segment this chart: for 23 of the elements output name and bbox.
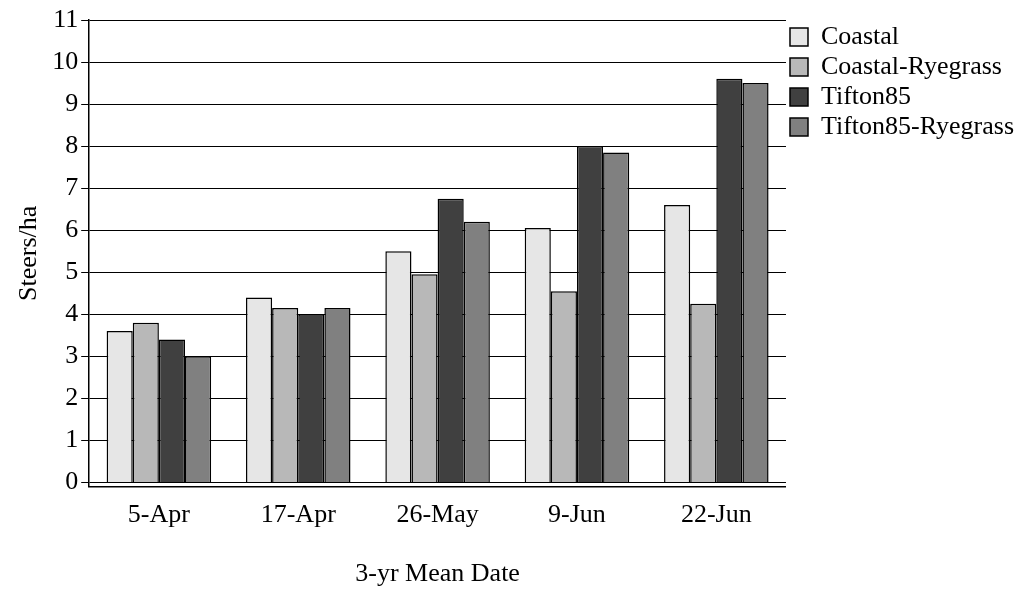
- y-tick-label: 11: [53, 3, 79, 33]
- x-tick-label: 26-May: [396, 499, 479, 529]
- y-tick-label: 1: [65, 424, 79, 454]
- y-axis-title: Steers/ha: [13, 205, 43, 301]
- x-tick-label: 22-Jun: [680, 499, 752, 529]
- y-tick-label: 9: [65, 87, 79, 117]
- x-tick-label: 9-Jun: [548, 499, 606, 529]
- legend-label: Coastal-Ryegrass: [820, 50, 1002, 80]
- y-tick-label: 7: [65, 171, 79, 201]
- x-axis-title: 3-yr Mean Date: [355, 558, 520, 588]
- x-tick-label: 17-Apr: [260, 499, 337, 529]
- y-tick-label: 4: [65, 298, 79, 328]
- y-tick-label: 3: [65, 340, 79, 370]
- y-tick-label: 10: [52, 45, 79, 75]
- legend-label: Tifton85-Ryegrass: [820, 110, 1015, 140]
- y-tick-label: 5: [65, 256, 79, 286]
- y-tick-label: 8: [65, 129, 79, 159]
- x-tick-label: 5-Apr: [127, 499, 191, 529]
- legend-label: Coastal: [820, 20, 899, 50]
- y-tick-label: 2: [65, 382, 79, 412]
- y-tick-label: 6: [65, 214, 79, 244]
- legend-label: Tifton85: [820, 80, 912, 110]
- y-tick-label: 0: [65, 466, 79, 496]
